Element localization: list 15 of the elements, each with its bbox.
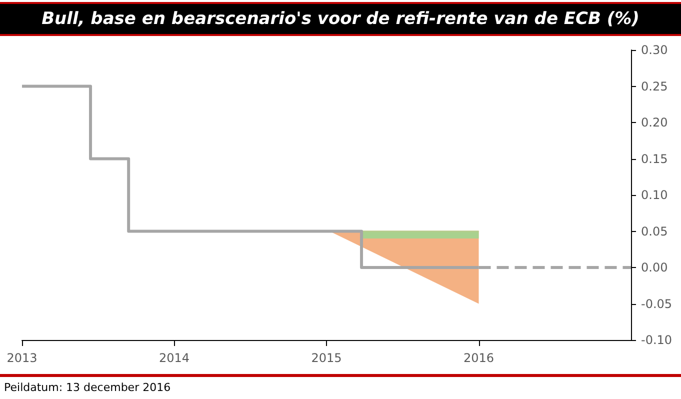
x-tick-label: 2015	[311, 351, 342, 365]
chart-title: Bull, base en bearscenario's voor de refi-rente van de ECB (%)	[0, 2, 681, 36]
y-tick-label: -0.05	[641, 296, 672, 311]
y-tick-label: -0.10	[641, 333, 672, 347]
y-tick-label: 0.15	[641, 152, 668, 166]
x-tick-label: 2013	[6, 351, 38, 365]
x-tick-label: 2016	[463, 351, 494, 365]
y-tick-label: 0.05	[641, 224, 668, 238]
y-tick-label: 0.20	[641, 116, 668, 130]
y-tick-label: 0.25	[641, 79, 668, 94]
y-tick-label: 0.30	[641, 43, 668, 57]
text: Peildatum: 13 december 2016	[4, 381, 171, 394]
x-tick-label: 2014	[158, 351, 190, 365]
y-tick-label: 0.10	[641, 188, 668, 202]
y-tick-label: 0.00	[641, 260, 668, 274]
